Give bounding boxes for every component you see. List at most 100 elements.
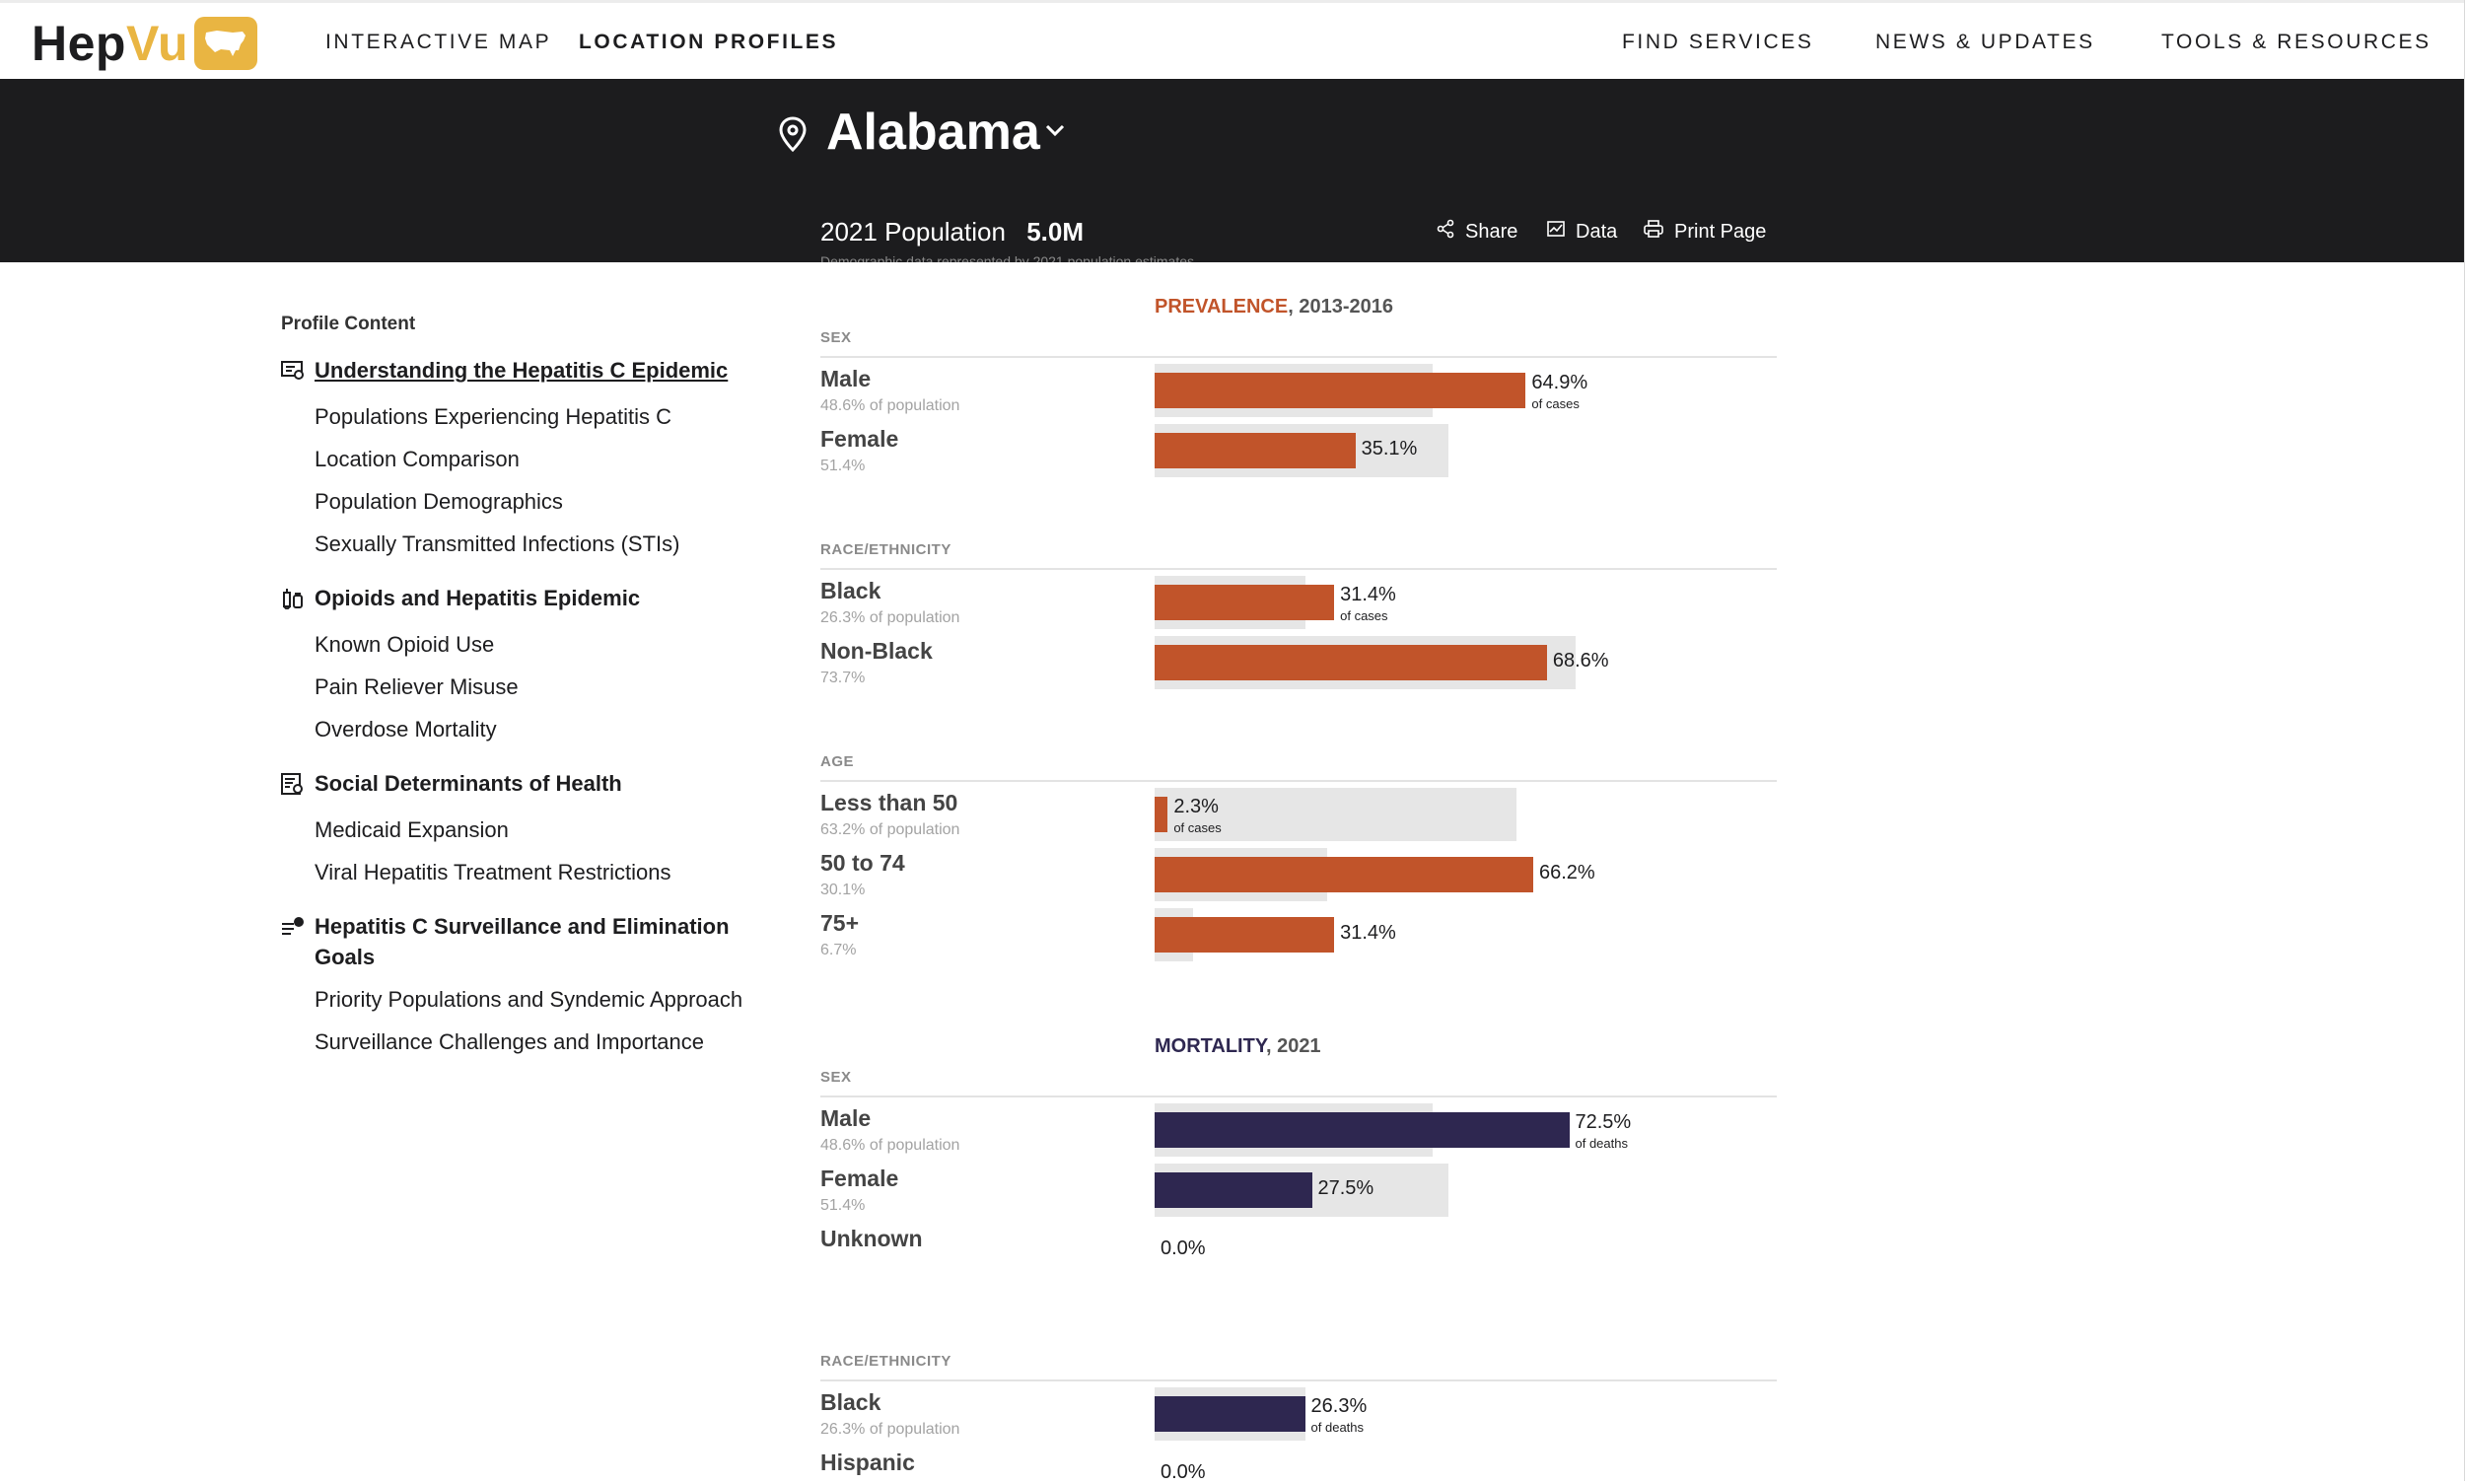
category-divider <box>820 1379 1777 1381</box>
data-button[interactable]: Data <box>1546 219 1617 245</box>
nav-news-updates[interactable]: NEWS & UPDATES <box>1875 31 2095 53</box>
value-unit-label: of deaths <box>1310 1420 1365 1435</box>
sidebar-group-opioids: Opioids and Hepatitis Epidemic Known Opi… <box>281 583 744 744</box>
sidebar-item-medicaid-expansion[interactable]: Medicaid Expansion <box>315 817 509 842</box>
sidebar-section-label: Hepatitis C Surveillance and Elimination… <box>315 914 730 969</box>
sidebar-section-label: Social Determinants of Health <box>315 771 622 796</box>
chevron-down-icon[interactable] <box>1043 122 1067 143</box>
value-label: 35.1% <box>1361 438 1418 459</box>
row-label: Non-Black <box>820 638 933 664</box>
population-bar <box>1155 788 1516 841</box>
population-stat: 2021 Population 5.0M <box>820 217 1084 247</box>
sidebar-item-pain-reliever-misuse[interactable]: Pain Reliever Misuse <box>315 674 519 699</box>
value-unit-label: of cases <box>1173 820 1222 835</box>
value-label: 72.5% <box>1575 1111 1632 1133</box>
value-bar[interactable] <box>1155 1396 1305 1432</box>
row-label: Unknown <box>820 1226 923 1251</box>
category-divider <box>820 568 1777 570</box>
sidebar-group-social-determinants: Social Determinants of Health Medicaid E… <box>281 768 744 887</box>
value-label: 31.4% <box>1340 584 1396 605</box>
sidebar-section-opioids[interactable]: Opioids and Hepatitis Epidemic <box>281 583 744 617</box>
value-bar[interactable] <box>1155 917 1335 953</box>
row-label: Male <box>820 1105 872 1131</box>
nav-location-profiles[interactable]: LOCATION PROFILES <box>579 31 839 53</box>
value-bar[interactable] <box>1155 645 1547 680</box>
value-bar[interactable] <box>1155 433 1356 468</box>
profile-content-sidebar: Profile Content Understanding the Hepati… <box>281 314 744 1081</box>
value-bar[interactable] <box>1155 373 1526 408</box>
nav-find-services[interactable]: FIND SERVICES <box>1622 31 1814 53</box>
category-divider <box>820 1095 1777 1097</box>
sidebar-item-priority-populations[interactable]: Priority Populations and Syndemic Approa… <box>315 987 743 1012</box>
value-bar[interactable] <box>1155 857 1533 892</box>
sidebar-item-stis[interactable]: Sexually Transmitted Infections (STIs) <box>315 531 680 556</box>
category-divider <box>820 356 1777 358</box>
logo-text-hep: Hep <box>32 16 126 71</box>
category-label: SEX <box>820 1069 852 1086</box>
sidebar-section-label: Understanding the Hepatitis C Epidemic <box>315 358 729 383</box>
row-label: Hispanic <box>820 1449 915 1475</box>
sidebar-item-overdose-mortality[interactable]: Overdose Mortality <box>315 717 497 742</box>
value-label: 0.0% <box>1161 1461 1206 1483</box>
sidebar-group-hepatitis-c-epidemic: Understanding the Hepatitis C Epidemic P… <box>281 355 744 559</box>
sidebar-item-population-demographics[interactable]: Population Demographics <box>315 489 563 514</box>
row-population-share: 51.4% <box>820 1197 866 1214</box>
share-icon <box>1436 219 1455 245</box>
top-navigation: Hep Vu INTERACTIVE MAP LOCATION PROFILES… <box>0 0 2465 79</box>
value-unit-label: of cases <box>1340 608 1388 623</box>
value-unit-label: of deaths <box>1575 1136 1629 1151</box>
row-population-share: 63.2% of population <box>820 821 960 838</box>
location-title[interactable]: Alabama <box>826 104 1040 161</box>
chart-title-years: , 2013-2016 <box>1288 296 1393 318</box>
sidebar-item-location-comparison[interactable]: Location Comparison <box>315 447 520 471</box>
value-unit-label: of cases <box>1531 396 1580 411</box>
nav-interactive-map[interactable]: INTERACTIVE MAP <box>325 31 552 53</box>
value-bar[interactable] <box>1155 1112 1570 1148</box>
location-pin-icon <box>779 116 807 157</box>
row-label: Male <box>820 366 872 391</box>
sidebar-section-social-determinants[interactable]: Social Determinants of Health <box>281 768 744 803</box>
sidebar-item-known-opioid-use[interactable]: Known Opioid Use <box>315 632 495 657</box>
value-label: 64.9% <box>1531 372 1588 393</box>
value-bar[interactable] <box>1155 797 1168 832</box>
value-bar[interactable] <box>1155 585 1335 620</box>
row-population-share: 48.6% of population <box>820 397 960 414</box>
nav-tools-resources[interactable]: TOOLS & RESOURCES <box>2161 31 2431 53</box>
syringe-icon <box>281 583 305 617</box>
chart-title-measure: MORTALITY <box>1155 1035 1266 1057</box>
hepvu-logo[interactable]: Hep Vu <box>32 15 258 72</box>
row-label: Black <box>820 578 881 603</box>
value-label: 66.2% <box>1538 862 1595 883</box>
data-label: Data <box>1576 220 1618 243</box>
print-button[interactable]: Print Page <box>1643 219 1766 245</box>
sidebar-heading: Profile Content <box>281 314 416 334</box>
sidebar-section-understanding-hep-c[interactable]: Understanding the Hepatitis C Epidemic <box>281 355 744 389</box>
population-label: 2021 Population <box>820 217 1006 247</box>
sidebar-item-treatment-restrictions[interactable]: Viral Hepatitis Treatment Restrictions <box>315 860 671 884</box>
sidebar-section-surveillance[interactable]: Hepatitis C Surveillance and Elimination… <box>281 911 744 972</box>
document-chart-icon <box>281 355 305 389</box>
row-label: Female <box>820 1166 899 1191</box>
sidebar-item-surveillance-challenges[interactable]: Surveillance Challenges and Importance <box>315 1029 705 1054</box>
location-header <box>0 79 2465 262</box>
share-button[interactable]: Share <box>1436 219 1517 245</box>
row-population-share: 26.3% of population <box>820 609 960 626</box>
us-map-icon <box>194 17 258 70</box>
row-population-share: 51.4% <box>820 458 866 474</box>
row-population-share: 26.3% of population <box>820 1421 960 1438</box>
category-label: AGE <box>820 753 855 770</box>
value-bar[interactable] <box>1155 1172 1312 1208</box>
row-label: 50 to 74 <box>820 850 905 876</box>
row-label: 75+ <box>820 910 860 936</box>
print-label: Print Page <box>1674 220 1767 243</box>
row-population-share: 30.1% <box>820 882 866 898</box>
sidebar-item-populations[interactable]: Populations Experiencing Hepatitis C <box>315 404 671 429</box>
list-alert-icon <box>281 911 305 946</box>
chart-title: MORTALITY, 2021 <box>1155 1035 1321 1058</box>
sidebar-group-surveillance: Hepatitis C Surveillance and Elimination… <box>281 911 744 1057</box>
chart-title-measure: PREVALENCE <box>1155 296 1289 318</box>
logo-text-vu: Vu <box>125 16 189 71</box>
row-label: Less than 50 <box>820 790 958 815</box>
demographic-note: Demographic data represented by 2021 pop… <box>820 254 1195 262</box>
category-label: SEX <box>820 329 852 346</box>
